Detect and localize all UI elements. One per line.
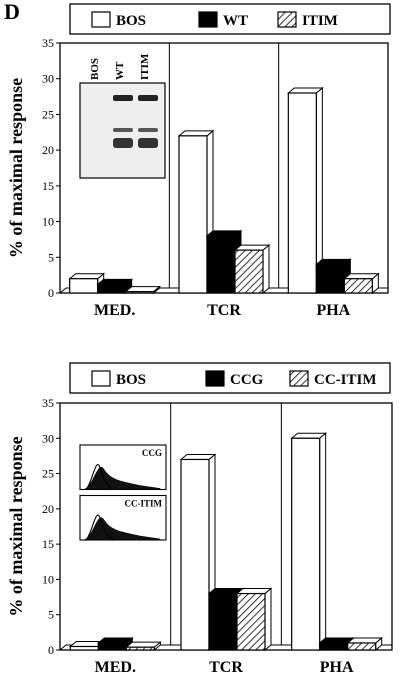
category-label: PHA [316, 302, 350, 319]
blot-band-mid [113, 128, 133, 132]
y-tick-label: 30 [42, 431, 54, 445]
bar-top [286, 87, 324, 94]
category-label: PHA [320, 659, 354, 676]
bar-top [179, 453, 217, 460]
bar-bos-tcr [180, 458, 210, 651]
bar-top [233, 244, 271, 251]
bar-ccg-tcr [208, 592, 238, 651]
bar-top [96, 278, 134, 285]
blot-band-lower [138, 138, 158, 148]
y-tick-label: 20 [42, 502, 54, 516]
bar-top [124, 286, 162, 293]
y-tick-label: 35 [42, 36, 54, 50]
blot-band-lower [113, 138, 133, 148]
blot-band-mid [138, 128, 158, 132]
legend-label-bos: BOS [116, 13, 146, 29]
chart-2: BOS CCG CC-ITIM 0 5 10 15 20 25 30 35 % of maximal … [6, 362, 393, 676]
chart-1: BOS WT ITIM 0 5 10 15 20 25 30 35 % of maximal resp… [6, 3, 391, 319]
histogram-control-curve [85, 514, 115, 541]
bar-bos-med [69, 278, 99, 294]
y-tick-label: 0 [48, 286, 54, 300]
bar-top [124, 641, 162, 648]
histogram-label: CC-ITIM [125, 499, 163, 509]
legend-label-wt: WT [223, 13, 248, 29]
legend-label-cc-itim: CC-ITIM [314, 372, 377, 388]
western-blot-inset: BOS WT ITIM [79, 53, 166, 179]
bar-cc-itim-med [125, 646, 155, 651]
bar-side [319, 432, 327, 652]
legend-swatch-wt [198, 11, 218, 28]
blot-lane-label: ITIM [139, 53, 151, 80]
bar-top [177, 130, 215, 137]
bar-top [314, 258, 352, 265]
histogram-control-curve [85, 464, 115, 490]
y-tick-label: 10 [42, 215, 54, 229]
bar-itim-med [125, 290, 155, 294]
bar-itim-tcr [234, 249, 264, 294]
blot-lane-label: WT [114, 61, 126, 80]
category-label: MED. [94, 302, 135, 319]
bar-cc-itim-pha [347, 642, 377, 651]
legend-swatch-bos [91, 11, 111, 28]
bar-bos-tcr [178, 135, 208, 294]
bar-itim-pha [343, 278, 373, 294]
legend-box [69, 362, 391, 394]
panel-label: D [4, 0, 20, 24]
category-label: MED. [95, 659, 136, 676]
blot-band-upper [138, 95, 158, 101]
legend-label-ccg: CCG [230, 372, 264, 388]
category-label: TCR [207, 302, 241, 319]
legend-swatch-ccg [205, 370, 225, 387]
legend-box [69, 3, 391, 35]
bar-top [346, 637, 384, 644]
histogram-label: CCG [142, 448, 162, 458]
histogram-filled-curve [83, 467, 161, 490]
y-tick-label: 10 [42, 572, 54, 586]
bar-top [290, 432, 328, 439]
y-tick-label: 30 [42, 72, 54, 86]
y-tick-label: 35 [42, 396, 54, 410]
category-label: TCR [209, 659, 243, 676]
bar-ccg-med [97, 642, 127, 651]
bar-top [96, 637, 134, 644]
bar-cc-itim-tcr [236, 592, 266, 651]
legend-label-bos: BOS [116, 372, 146, 388]
y-tick-label: 5 [48, 250, 54, 264]
histogram-inset: CCG CC-ITIM [79, 444, 167, 541]
histogram-filled-curve [83, 517, 161, 541]
bar-ccg-pha [319, 642, 349, 651]
y-tick-label: 15 [42, 537, 54, 551]
bar-wt-med [97, 283, 127, 294]
legend-swatch-cc-itim [289, 370, 309, 387]
y-tick-label: 20 [42, 143, 54, 157]
bar-wt-pha [315, 263, 345, 294]
y-tick-label: 15 [42, 179, 54, 193]
bar-top [342, 273, 380, 280]
y-tick-label: 0 [48, 643, 54, 657]
blot-lane-label: BOS [89, 58, 101, 80]
legend-swatch-itim [277, 11, 297, 28]
y-tick-label: 25 [42, 107, 54, 121]
y-axis-label: % of maximal response [6, 436, 26, 616]
bar-bos-pha [287, 92, 317, 294]
bar-top [205, 230, 243, 237]
bar-top [235, 588, 273, 595]
bar-top [68, 273, 106, 280]
y-tick-label: 5 [48, 608, 54, 622]
legend-label-itim: ITIM [302, 13, 338, 29]
bar-wt-tcr [206, 235, 236, 294]
y-axis-label: % of maximal response [6, 78, 26, 258]
blot-band-upper [113, 95, 133, 101]
bar-bos-pha [291, 437, 321, 651]
bar-bos-med [69, 645, 99, 651]
bar-side [262, 244, 270, 295]
legend-swatch-bos [91, 370, 111, 387]
bar-side [264, 587, 272, 652]
y-tick-label: 25 [42, 467, 54, 481]
